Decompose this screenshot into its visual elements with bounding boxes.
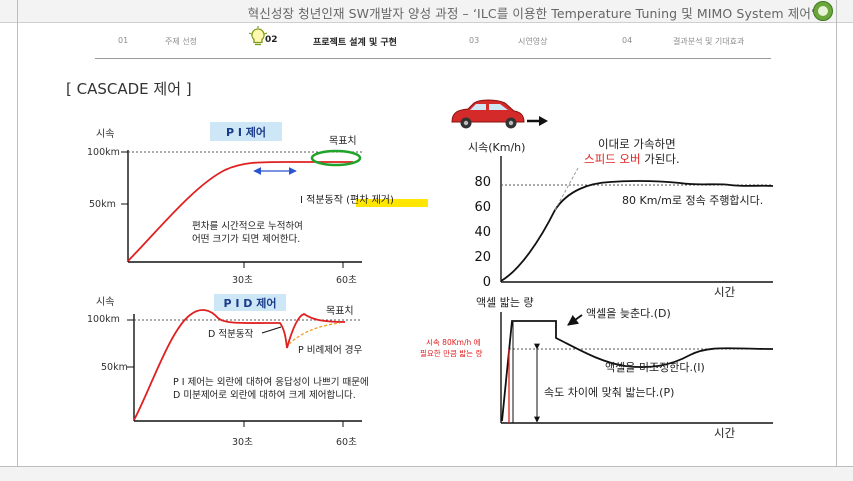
speed-ylabel: 시속(Km/h): [468, 141, 525, 154]
pi-target-ellipse: [310, 149, 362, 167]
pi-note-line1: 편차를 시간적으로 누적하여: [192, 220, 303, 232]
header-title: 혁신성장 청년인재 SW개발자 양성 과정 – ‘ILC를 이용한 Temper…: [247, 6, 815, 21]
pedal-chart: 액셀 밟는 량 시속 80Km/h 에 필요한 만큼 밟는 량 액셀을 늦춘다.…: [420, 296, 774, 440]
pi-highlight: [356, 199, 428, 207]
pid-xtick-30: 30초: [232, 437, 253, 448]
pid-p-label: P 비례제어 경우: [298, 344, 362, 356]
pi-response-curve: [127, 161, 353, 262]
arrow-right-icon: [527, 116, 548, 126]
pid-d-leader: [261, 326, 282, 334]
logo-icon: [813, 1, 833, 21]
nav-item-01-num: 01: [118, 36, 129, 45]
pi-target-label: 목표치: [329, 135, 357, 147]
bulb-icon: [248, 26, 268, 46]
nav-item-02-num: 02: [265, 35, 278, 45]
pedal-red-note2: 필요한 만큼 밟는 량: [420, 348, 482, 358]
right-border: [836, 0, 837, 480]
nav-item-04-num: 04: [622, 36, 633, 45]
pi-xtick-60: 60초: [336, 275, 357, 286]
speed-chart: 시속(Km/h) 80 60 40 20 0 이대로 가속하면 스피드 오버 가…: [468, 137, 774, 299]
car-icon: [451, 99, 525, 129]
speed-ytick-20: 20: [474, 250, 491, 265]
pid-badge-label: P I D 제어: [223, 296, 276, 310]
pedal-press-label: 속도 차이에 맞춰 밟는다.(P): [544, 386, 674, 399]
pedal-red-note1: 시속 80Km/h 에: [426, 338, 481, 347]
pid-note-line1: P I 제어는 외란에 대하여 응답성이 나쁘기 때문에: [173, 376, 369, 388]
nav-item-04-label: 결과분석 및 기대효과: [673, 37, 745, 46]
pi-chart: P I 제어 시속 100km 50km 30초 60초 목표치 I 적분동작 …: [87, 122, 428, 286]
pi-badge: [210, 122, 282, 141]
speed-ytick-40: 40: [474, 225, 491, 240]
left-border: [17, 0, 18, 480]
nav-item-02-label: 프로젝트 설계 및 구현: [313, 38, 397, 48]
pid-ytick-100: 100km: [87, 314, 120, 325]
pedal-release-arrow: [567, 314, 583, 326]
pedal-response-curve: [501, 320, 774, 422]
speed-note-line1: 이대로 가속하면: [598, 137, 676, 151]
nav-item-01-label: 주제 선정: [165, 37, 197, 46]
pid-d-label: D 적분동작: [208, 328, 254, 340]
pid-response-curve: [133, 309, 346, 421]
pid-ylabel: 시속: [96, 296, 114, 308]
speed-ytick-0: 0: [483, 275, 491, 290]
pi-ytick-100: 100km: [87, 147, 120, 158]
pid-target-label: 목표치: [326, 305, 354, 317]
speed-cruise-label: 80 Km/m로 정속 주행합시다.: [622, 194, 763, 207]
pi-ytick-50: 50km: [89, 199, 116, 210]
pi-badge-label: P I 제어: [226, 125, 266, 139]
nav-item-03-label: 시연영상: [518, 37, 548, 46]
pi-integral-label: I 적분동작 (편차 제거): [300, 194, 394, 206]
pedal-xlabel: 시간: [714, 426, 736, 440]
header-bar: [0, 0, 853, 23]
speed-note-line2: 스피드 오버 가된다.: [584, 152, 680, 166]
pid-note-line2: D 미분제어로 외란에 대하여 크게 제어합니다.: [173, 389, 356, 401]
pid-badge: [214, 294, 286, 311]
pid-xtick-60: 60초: [336, 437, 357, 448]
speed-overspeed-extrapolation: [554, 167, 579, 211]
pi-ylabel: 시속: [96, 128, 114, 140]
pid-chart: P I D 제어 시속 100km 50km 30초 60초 목표치 D 적분동…: [87, 294, 369, 448]
speed-xlabel: 시간: [714, 285, 736, 299]
nav-item-03-num: 03: [469, 36, 480, 45]
pid-p-control-curve: [288, 322, 341, 345]
footer-bar: [0, 466, 853, 481]
pedal-ylabel: 액셀 밟는 량: [476, 296, 534, 309]
pi-note-line2: 어떤 크기가 되면 제어한다.: [192, 234, 300, 245]
pedal-release-label: 액셀을 늦춘다.(D): [586, 307, 671, 320]
speed-ytick-80: 80: [474, 175, 491, 190]
pid-ytick-50: 50km: [101, 362, 128, 373]
pedal-fine-label: 액셀을 미조정한다.(I): [605, 361, 705, 374]
pi-xtick-30: 30초: [232, 275, 253, 286]
speed-ytick-60: 60: [474, 200, 491, 215]
section-title: [ CASCADE 제어 ]: [66, 80, 192, 98]
speed-response-curve: [500, 180, 774, 282]
nav-divider: [95, 58, 771, 59]
